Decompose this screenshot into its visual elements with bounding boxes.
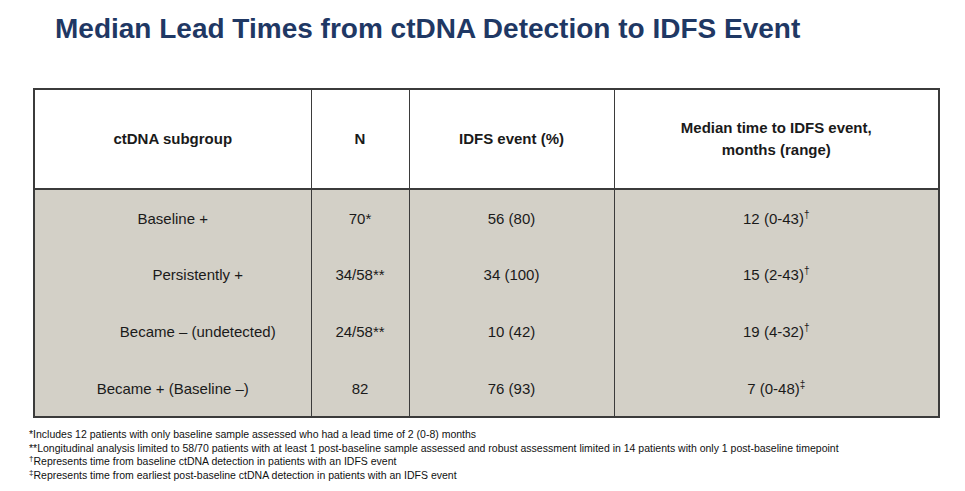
- median-value: 7 (0-48): [747, 380, 800, 397]
- idfs-event-cell: 76 (93): [409, 360, 614, 417]
- idfs-event-cell: 10 (42): [409, 303, 614, 360]
- header-row: ctDNA subgroup N IDFS event (%) Median t…: [34, 89, 939, 189]
- footnotes: *Includes 12 patients with only baseline…: [29, 428, 959, 482]
- median-value: 15 (2-43): [743, 266, 804, 283]
- footnote-text: Longitudinal analysis limited to 58/70 p…: [37, 442, 838, 454]
- idfs-event-cell: 56 (80): [409, 189, 614, 246]
- n-cell: 82: [311, 360, 409, 417]
- median-time-cell: 7 (0-48)‡: [614, 360, 939, 417]
- footnote-marker: †: [804, 322, 810, 333]
- table-row: Persistently + 34/58** 34 (100) 15 (2-43…: [34, 246, 939, 303]
- header-n: N: [311, 89, 409, 189]
- footnote-marker: †: [804, 209, 810, 220]
- n-cell: 34/58**: [311, 246, 409, 303]
- ctdna-lead-time-table: ctDNA subgroup N IDFS event (%) Median t…: [33, 88, 940, 418]
- footnote-line: *Includes 12 patients with only baseline…: [29, 428, 959, 442]
- slide: Median Lead Times from ctDNA Detection t…: [0, 0, 965, 491]
- table-row: Baseline + 70* 56 (80) 12 (0-43)†: [34, 189, 939, 246]
- footnote-line: †Represents time from baseline ctDNA det…: [29, 455, 959, 469]
- n-cell: 24/58**: [311, 303, 409, 360]
- footnote-marker: ‡: [800, 379, 806, 390]
- subgroup-cell: Baseline +: [34, 189, 311, 246]
- header-ctdna-subgroup: ctDNA subgroup: [34, 89, 311, 189]
- header-idfs-event: IDFS event (%): [409, 89, 614, 189]
- table-header: ctDNA subgroup N IDFS event (%) Median t…: [34, 89, 939, 189]
- idfs-event-cell: 34 (100): [409, 246, 614, 303]
- subgroup-cell: Became – (undetected): [34, 303, 311, 360]
- footnote-marker: **: [29, 442, 37, 454]
- median-value: 19 (4-32): [743, 323, 804, 340]
- n-cell: 70*: [311, 189, 409, 246]
- median-value: 12 (0-43): [743, 210, 804, 227]
- footnote-text: Represents time from baseline ctDNA dete…: [33, 455, 396, 467]
- header-median-time: Median time to IDFS event, months (range…: [614, 89, 939, 189]
- subgroup-cell: Persistently +: [34, 246, 311, 303]
- page-title: Median Lead Times from ctDNA Detection t…: [55, 13, 800, 45]
- median-time-cell: 19 (4-32)†: [614, 303, 939, 360]
- footnote-line: ‡Represents time from earliest post-base…: [29, 469, 959, 483]
- subgroup-cell: Became + (Baseline –): [34, 360, 311, 417]
- footnote-text: Includes 12 patients with only baseline …: [33, 428, 476, 440]
- median-time-cell: 15 (2-43)†: [614, 246, 939, 303]
- footnote-marker: †: [804, 265, 810, 276]
- table-body: Baseline + 70* 56 (80) 12 (0-43)† Persis…: [34, 189, 939, 417]
- median-time-cell: 12 (0-43)†: [614, 189, 939, 246]
- table-row: Became – (undetected) 24/58** 10 (42) 19…: [34, 303, 939, 360]
- footnote-text: Represents time from earliest post-basel…: [33, 469, 456, 481]
- footnote-line: **Longitudinal analysis limited to 58/70…: [29, 442, 959, 456]
- table-row: Became + (Baseline –) 82 76 (93) 7 (0-48…: [34, 360, 939, 417]
